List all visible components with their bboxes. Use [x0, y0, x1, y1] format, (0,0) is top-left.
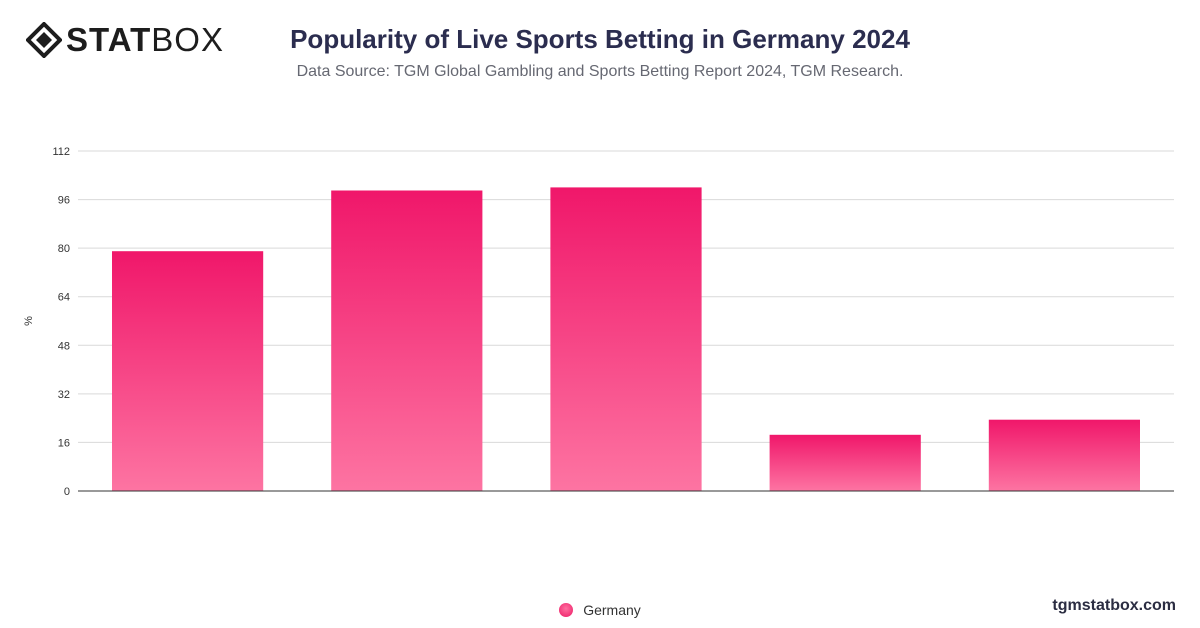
- legend-marker-icon: [559, 603, 574, 617]
- chart-subtitle: Data Source: TGM Global Gambling and Spo…: [296, 63, 904, 80]
- y-tick-label: 64: [58, 292, 70, 304]
- bar-3[interactable]: [550, 187, 702, 491]
- bar-1[interactable]: [112, 251, 264, 491]
- statbox-logo: STATBOX: [26, 22, 224, 58]
- bar-2[interactable]: [331, 190, 483, 492]
- logo-text-bold: STAT: [66, 21, 152, 58]
- bar-5[interactable]: [988, 419, 1140, 491]
- y-tick-label: 48: [58, 340, 70, 352]
- y-tick-label: 96: [58, 195, 70, 207]
- y-axis-label: %: [23, 316, 35, 326]
- y-axis-ticks: 0 16 32 48 64 80 96 112: [52, 146, 70, 498]
- statbox-logo-text: STATBOX: [66, 22, 224, 58]
- logo-text-light: BOX: [151, 21, 224, 58]
- y-tick-label: 16: [58, 437, 70, 449]
- legend-label: Germany: [583, 602, 641, 618]
- statbox-logo-icon: [26, 22, 62, 58]
- bar-chart: 0 16 32 48 64 80 96 112 %: [23, 146, 1174, 498]
- y-tick-label: 80: [58, 243, 70, 255]
- bar-4[interactable]: [769, 434, 921, 491]
- y-tick-label: 0: [64, 486, 70, 498]
- footer-url: tgmstatbox.com: [1052, 597, 1176, 614]
- chart-title: Popularity of Live Sports Betting in Ger…: [290, 24, 910, 54]
- y-tick-label: 112: [52, 146, 70, 158]
- legend[interactable]: Germany: [0, 602, 1200, 618]
- y-tick-label: 32: [58, 389, 70, 401]
- bars: [112, 187, 1140, 491]
